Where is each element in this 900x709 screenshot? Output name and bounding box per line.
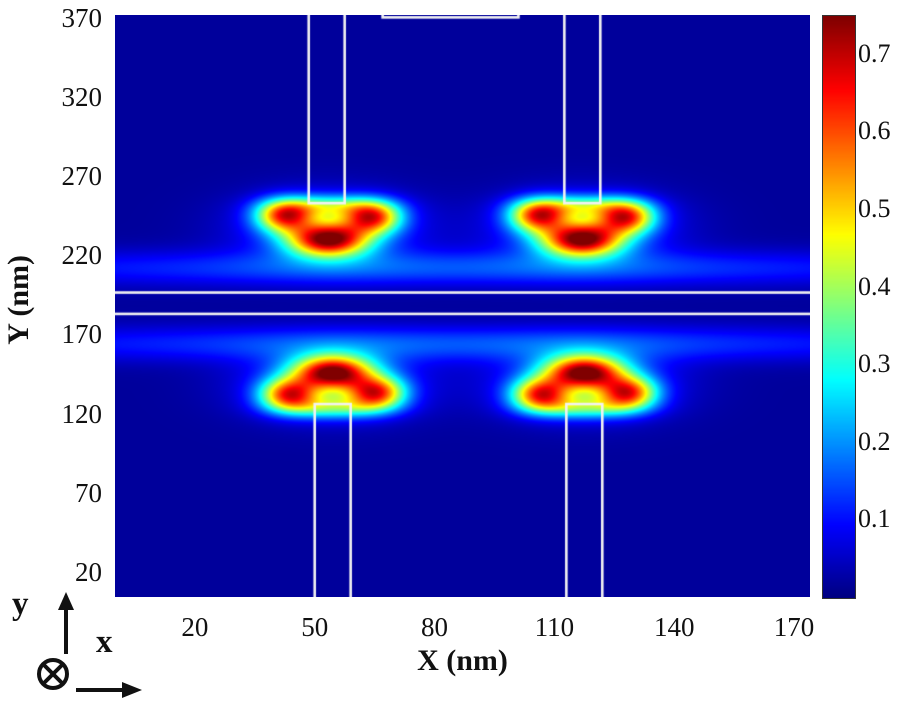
x-tick-label: 170	[773, 612, 815, 642]
x-tick-label: 140	[653, 612, 695, 642]
coordinate-axes-indicator: y x	[12, 588, 142, 698]
z-into-page-x2	[42, 663, 64, 685]
x-tick-label: 80	[421, 612, 449, 642]
x-arrow-head	[122, 682, 142, 698]
colorbar-tick-label: 0.6	[858, 116, 891, 146]
heatmap-canvas	[115, 15, 810, 597]
colorbar-tick-label: 0.7	[858, 38, 891, 68]
x-axis-arrow-label: x	[96, 624, 113, 660]
y-tick-label: 120	[61, 398, 103, 429]
x-tick-label: 50	[301, 612, 329, 642]
y-tick-label: 170	[61, 319, 103, 350]
y-tick-label: 70	[75, 477, 102, 508]
y-axis-arrow-label: y	[12, 588, 29, 622]
y-tick-label: 320	[61, 82, 103, 113]
x-tick-label: 110	[534, 612, 575, 642]
colorbar-tick-label: 0.4	[858, 271, 891, 301]
z-into-page-icon	[37, 658, 69, 690]
x-tick-label: 20	[181, 612, 209, 642]
colorbar-tick-label: 0.2	[858, 426, 891, 456]
y-tick-label: 370	[61, 3, 103, 34]
x-axis-label: X (nm)	[417, 644, 508, 677]
y-tick-label: 270	[61, 161, 103, 192]
colorbar-tick-label: 0.3	[858, 349, 891, 379]
colorbar	[822, 15, 856, 599]
colorbar-tick-label: 0.5	[858, 194, 891, 223]
y-tick-label: 20	[75, 556, 102, 587]
y-arrow-head	[58, 592, 74, 610]
colorbar-tick-label: 0.1	[858, 504, 891, 534]
y-tick-label: 220	[61, 240, 103, 271]
